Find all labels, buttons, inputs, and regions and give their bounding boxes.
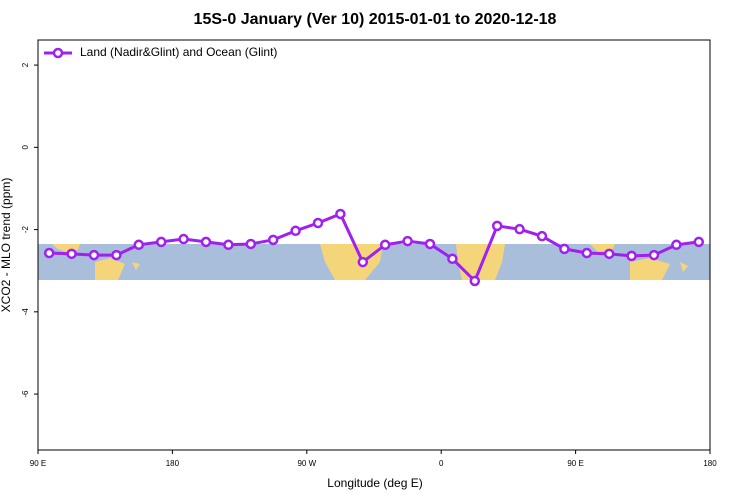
x-tick-label: 180 xyxy=(703,459,717,468)
point xyxy=(290,225,301,237)
point xyxy=(223,239,234,251)
y-tick-label: 0 xyxy=(21,145,30,150)
point xyxy=(312,217,324,229)
point xyxy=(379,239,391,251)
point xyxy=(402,235,413,247)
point xyxy=(335,208,346,220)
point xyxy=(671,239,682,251)
point xyxy=(111,249,122,261)
y-axis-label: XCO2 - MLO trend (ppm) xyxy=(0,178,13,313)
x-axis-label: Longitude (deg E) xyxy=(327,476,422,490)
point xyxy=(88,249,100,261)
point xyxy=(469,275,481,287)
point xyxy=(648,249,660,261)
point xyxy=(491,220,503,232)
point xyxy=(66,248,77,260)
x-tick-label: 0 xyxy=(439,459,444,468)
point xyxy=(603,248,615,260)
legend-label: Land (Nadir&Glint) and Ocean (Glint) xyxy=(80,45,277,59)
chart-title: 15S-0 January (Ver 10) 2015-01-01 to 202… xyxy=(194,11,557,28)
point xyxy=(424,238,436,250)
x-tick-label: 90 E xyxy=(567,459,583,468)
point xyxy=(357,256,369,268)
point xyxy=(155,236,167,248)
point xyxy=(626,250,637,262)
y-tick-label: -6 xyxy=(21,390,30,398)
point xyxy=(267,234,279,246)
point xyxy=(43,247,55,259)
plot-frame xyxy=(37,39,711,451)
point xyxy=(200,236,212,248)
point xyxy=(245,238,257,250)
point xyxy=(447,253,458,265)
point xyxy=(133,239,145,251)
legend-marker xyxy=(52,47,64,59)
y-tick-label: 2 xyxy=(21,62,30,67)
point xyxy=(178,233,189,245)
point xyxy=(693,236,705,248)
x-tick-label: 90 W xyxy=(297,459,316,468)
point xyxy=(514,223,525,235)
point xyxy=(536,230,548,242)
x-tick-label: 90 E xyxy=(30,459,46,468)
point xyxy=(559,243,570,255)
x-tick-label: 180 xyxy=(166,459,180,468)
map-band xyxy=(38,244,710,280)
y-tick-label: -4 xyxy=(21,308,30,316)
point xyxy=(581,247,593,259)
y-tick-label: -2 xyxy=(21,225,30,233)
